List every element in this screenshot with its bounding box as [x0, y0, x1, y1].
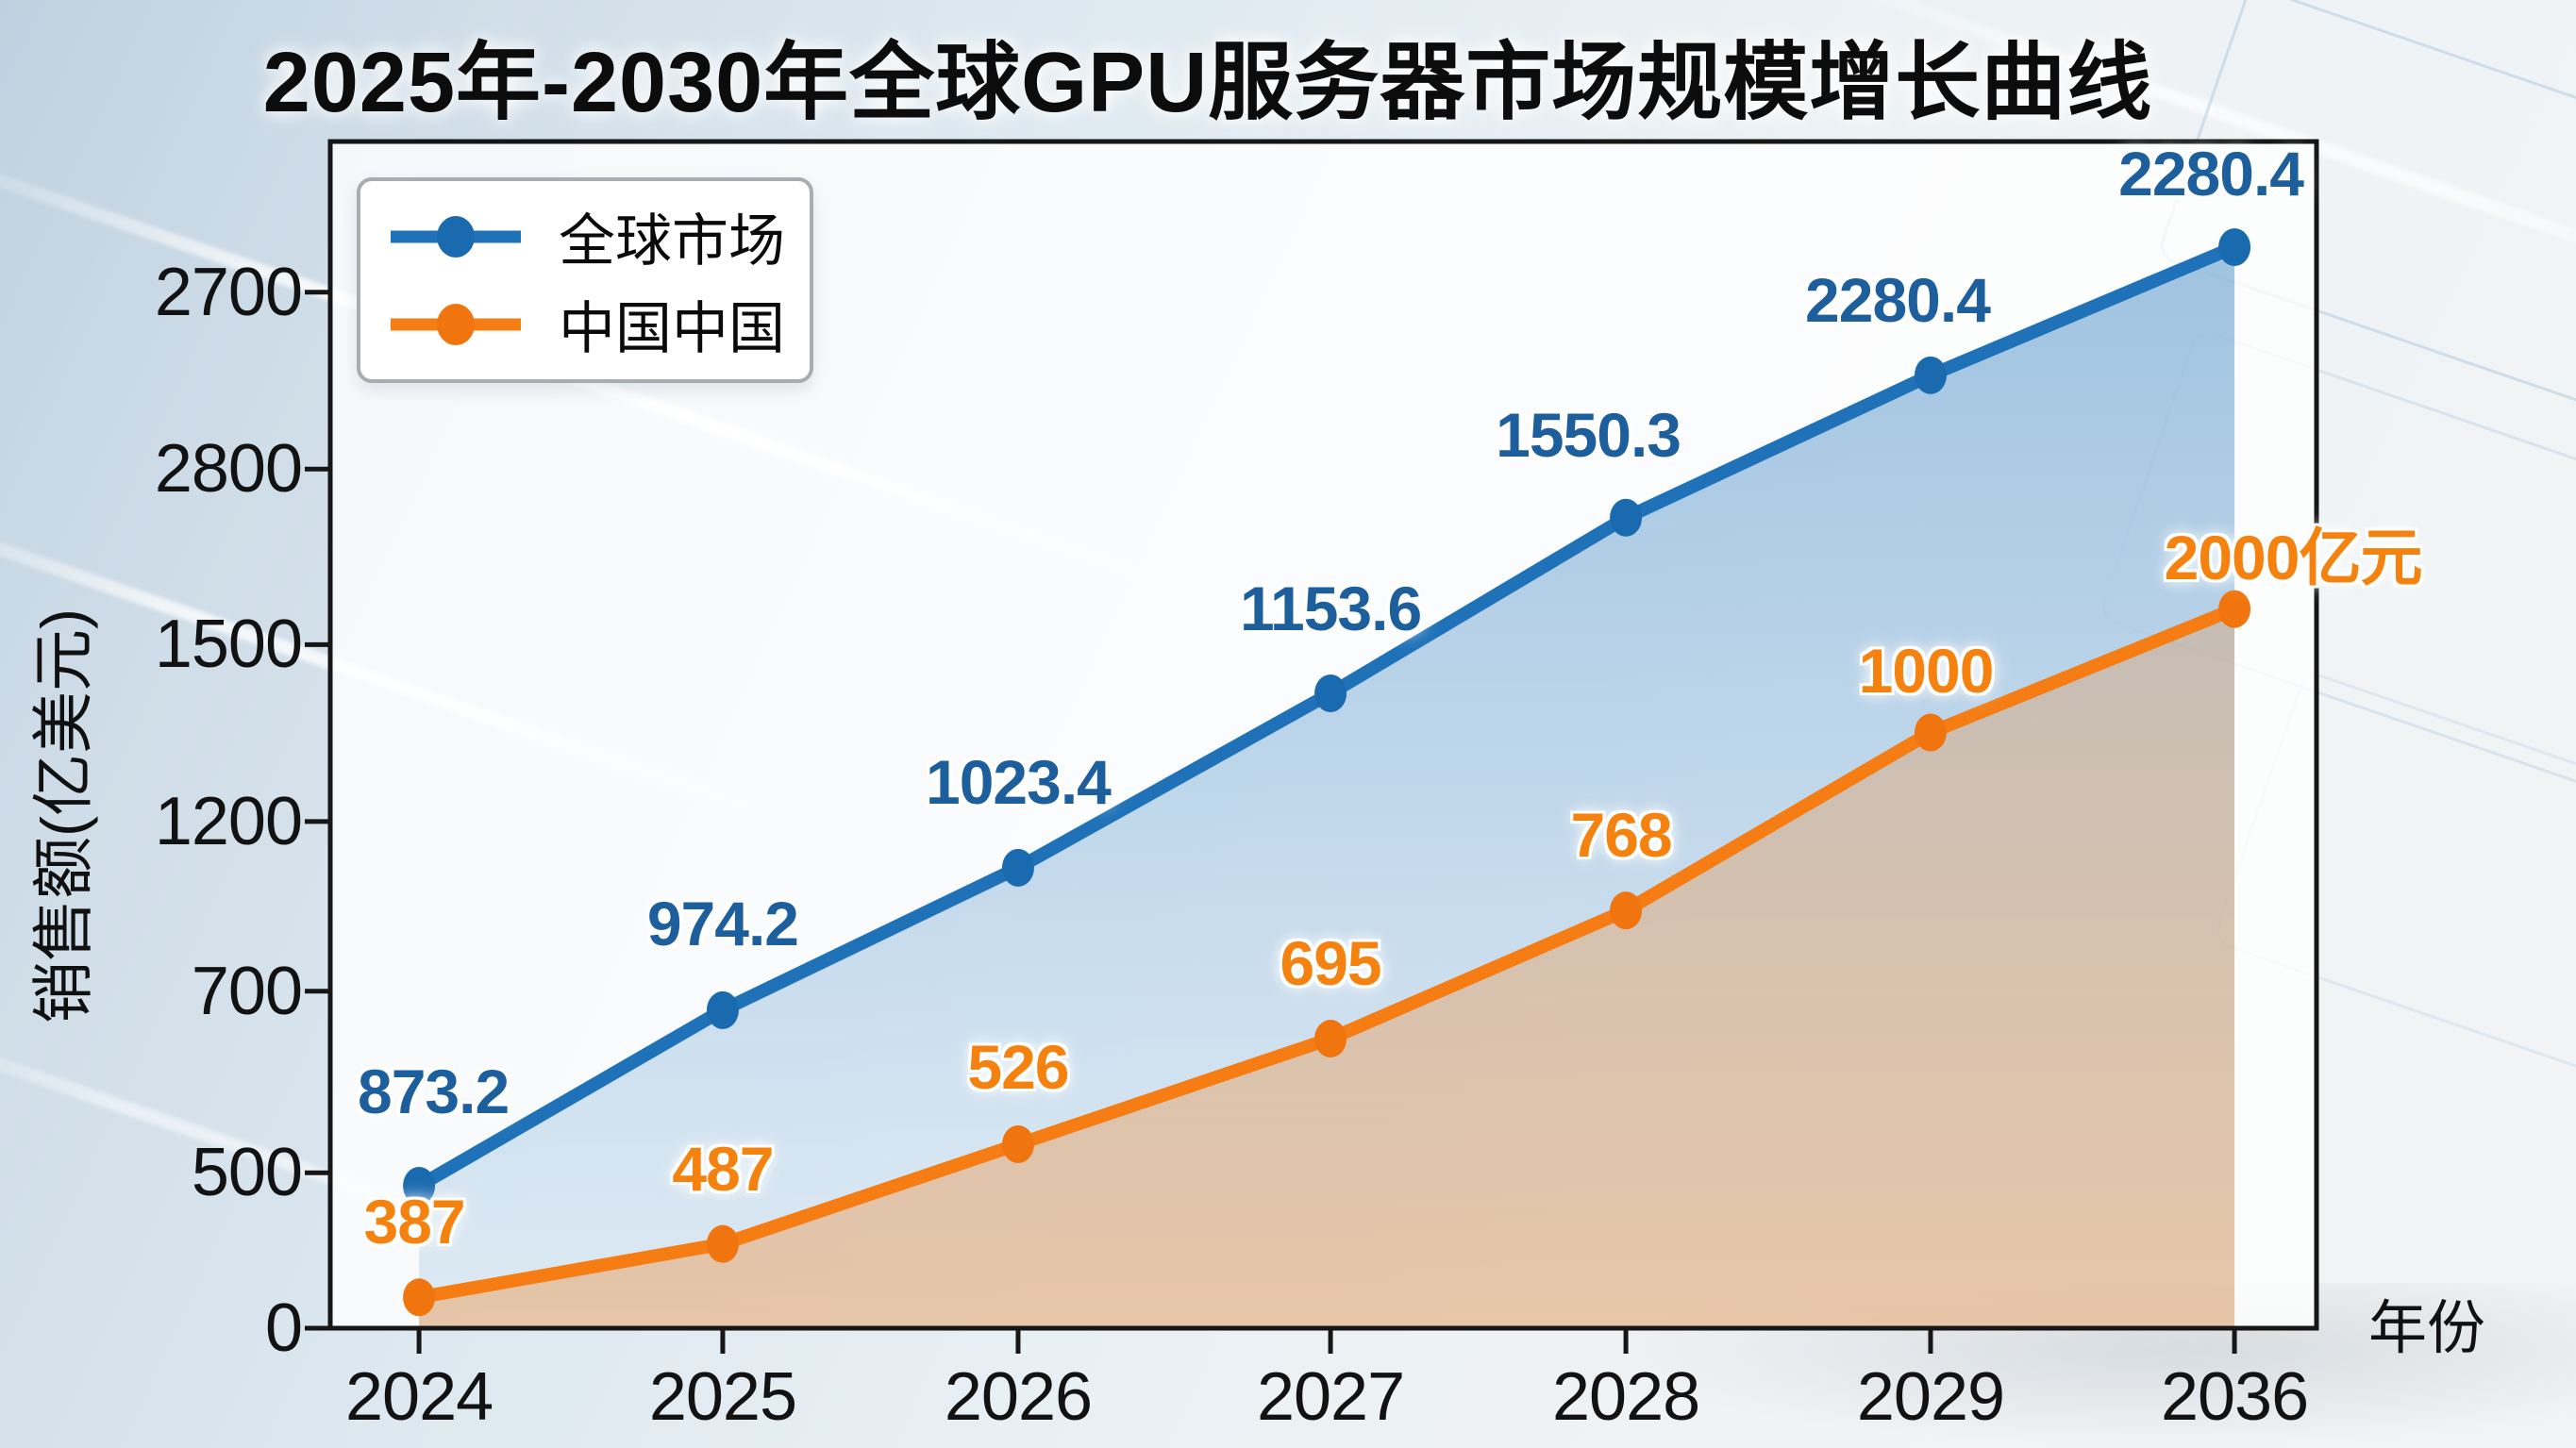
- legend-label-global-market: 全球市场: [559, 209, 785, 273]
- legend: 全球市场 中国中国: [357, 177, 813, 383]
- legend-label-china-market: 中国中国: [559, 297, 785, 360]
- legend-item-global-market: 全球市场: [385, 195, 785, 277]
- legend-line-dot-icon: [391, 215, 521, 258]
- legend-item-china-market: 中国中国: [385, 283, 785, 365]
- legend-line-dot-icon: [391, 303, 521, 345]
